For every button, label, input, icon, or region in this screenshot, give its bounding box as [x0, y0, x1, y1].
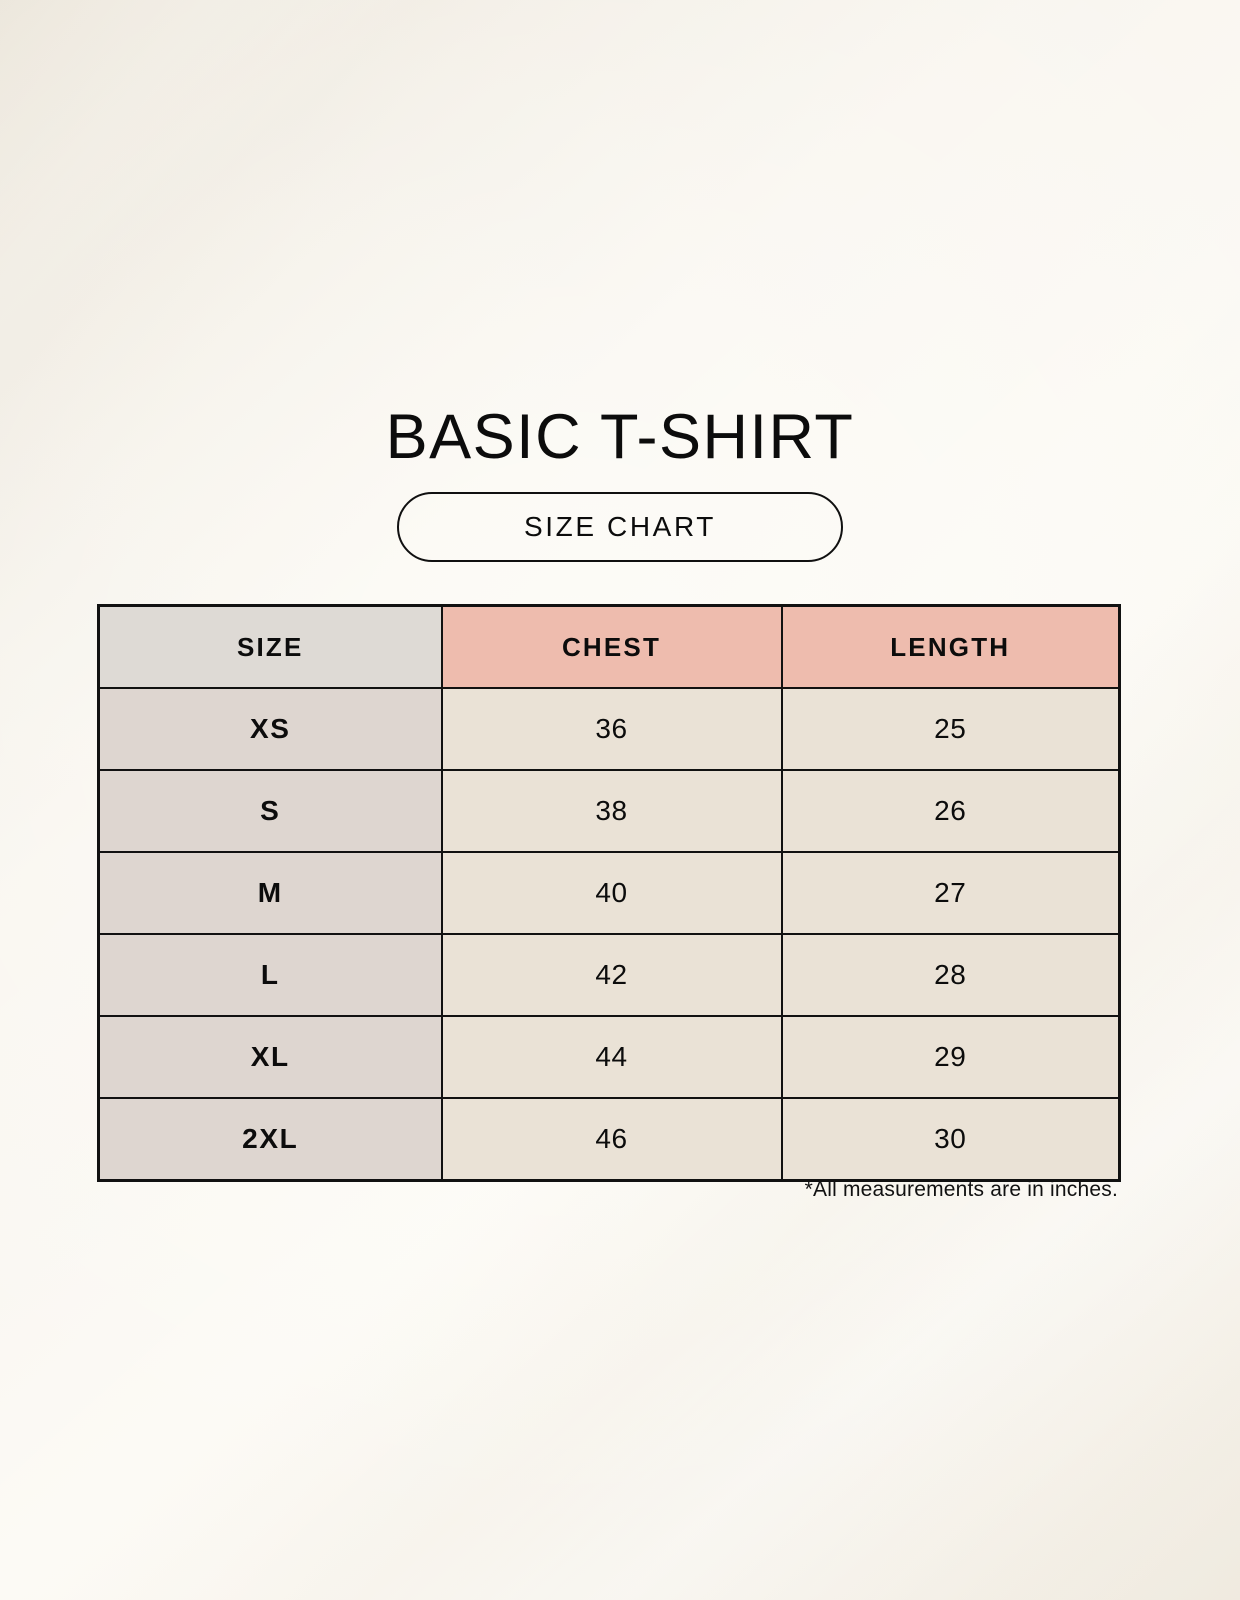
cell-chest: 42 — [440, 933, 783, 1017]
cell-size: XL — [97, 1015, 443, 1099]
cell-size: L — [97, 933, 443, 1017]
cell-length: 30 — [780, 1097, 1121, 1182]
cell-chest: 38 — [440, 769, 783, 853]
table-row: L 42 28 — [97, 933, 1121, 1017]
table-row: M 40 27 — [97, 851, 1121, 935]
column-header-length: LENGTH — [780, 604, 1121, 689]
cell-length: 25 — [780, 687, 1121, 771]
table-row: XL 44 29 — [97, 1015, 1121, 1099]
cell-size: S — [97, 769, 443, 853]
column-header-size: SIZE — [97, 604, 443, 689]
cell-length: 26 — [780, 769, 1121, 853]
cell-chest: 44 — [440, 1015, 783, 1099]
table-row: S 38 26 — [97, 769, 1121, 853]
cell-size: M — [97, 851, 443, 935]
table-row: XS 36 25 — [97, 687, 1121, 771]
size-table: SIZE CHEST LENGTH XS 36 25 S 38 26 M — [97, 604, 1121, 1182]
badge-container: SIZE CHART — [0, 492, 1240, 562]
cell-size: XS — [97, 687, 443, 771]
measurements-footnote: *All measurements are in inches. — [804, 1178, 1118, 1201]
cell-length: 28 — [780, 933, 1121, 1017]
cell-size: 2XL — [97, 1097, 443, 1182]
column-header-chest: CHEST — [440, 604, 783, 689]
cell-chest: 40 — [440, 851, 783, 935]
table-row: 2XL 46 30 — [97, 1097, 1121, 1182]
cell-length: 29 — [780, 1015, 1121, 1099]
table-header-row: SIZE CHEST LENGTH — [97, 604, 1121, 689]
page-title: BASIC T-SHIRT — [385, 402, 855, 473]
cell-chest: 36 — [440, 687, 783, 771]
size-table-container: SIZE CHEST LENGTH XS 36 25 S 38 26 M — [97, 604, 1121, 1182]
cell-length: 27 — [780, 851, 1121, 935]
cell-chest: 46 — [440, 1097, 783, 1182]
size-chart-badge: SIZE CHART — [397, 492, 843, 562]
